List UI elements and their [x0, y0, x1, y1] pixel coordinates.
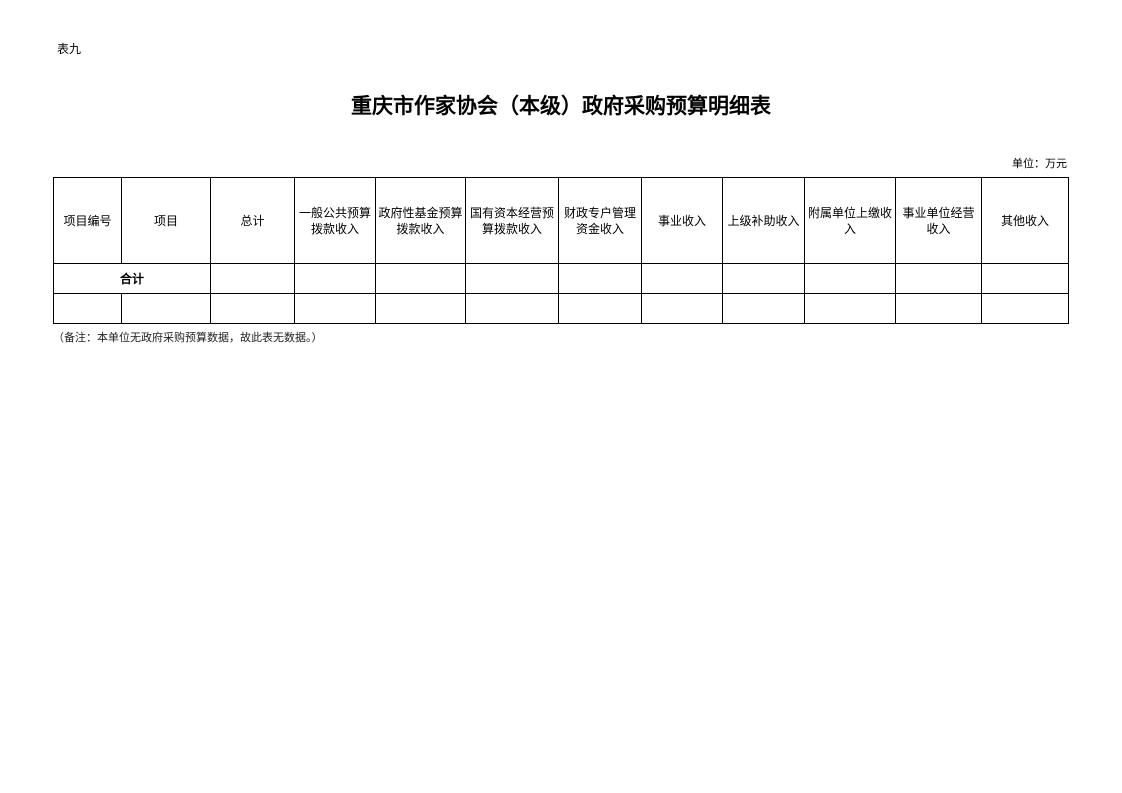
table-cell — [641, 263, 723, 294]
table-cell — [210, 263, 295, 294]
header-cell: 事业单位经营收入 — [895, 177, 982, 264]
table-cell — [895, 263, 982, 294]
table-cell — [895, 293, 982, 324]
table-cell — [558, 263, 642, 294]
header-cell: 事业收入 — [641, 177, 723, 264]
table-cell — [375, 293, 466, 324]
table-cell — [558, 293, 642, 324]
unit-label: 单位：万元 — [1012, 157, 1067, 170]
table-cell — [722, 293, 805, 324]
header-cell: 财政专户管理资金收入 — [558, 177, 642, 264]
header-cell: 政府性基金预算拨款收入 — [375, 177, 466, 264]
header-cell: 其他收入 — [981, 177, 1069, 264]
table-cell — [465, 293, 559, 324]
table-cell — [981, 263, 1069, 294]
header-cell: 项目 — [121, 177, 211, 264]
table-cell — [294, 263, 376, 294]
header-row: 项目编号 项目 总计 一般公共预算拨款收入 政府性基金预算拨款收入 国有资本经营… — [53, 177, 1069, 264]
page-title: 重庆市作家协会（本级）政府采购预算明细表 — [351, 93, 771, 118]
table-cell — [465, 263, 559, 294]
table-cell — [641, 293, 723, 324]
table-cell — [121, 293, 211, 324]
table-cell — [981, 293, 1069, 324]
header-cell: 上级补助收入 — [722, 177, 805, 264]
table-cell — [294, 293, 376, 324]
table-note: （备注：本单位无政府采购预算数据，故此表无数据。） — [53, 331, 323, 344]
header-cell: 国有资本经营预算拨款收入 — [465, 177, 559, 264]
table-cell — [804, 293, 896, 324]
table-cell — [804, 263, 896, 294]
header-cell: 附属单位上缴收入 — [804, 177, 896, 264]
table-cell — [210, 293, 295, 324]
header-cell: 一般公共预算拨款收入 — [294, 177, 376, 264]
total-label: 合计 — [53, 263, 211, 294]
header-cell: 总计 — [210, 177, 295, 264]
table-cell — [722, 263, 805, 294]
table-number-label: 表九 — [57, 42, 82, 56]
header-cell: 项目编号 — [53, 177, 122, 264]
total-row: 合计 — [53, 263, 1069, 294]
table-cell — [53, 293, 122, 324]
table-row — [53, 293, 1069, 324]
procurement-budget-table: 项目编号 项目 总计 一般公共预算拨款收入 政府性基金预算拨款收入 国有资本经营… — [53, 177, 1069, 324]
table-cell — [375, 263, 466, 294]
